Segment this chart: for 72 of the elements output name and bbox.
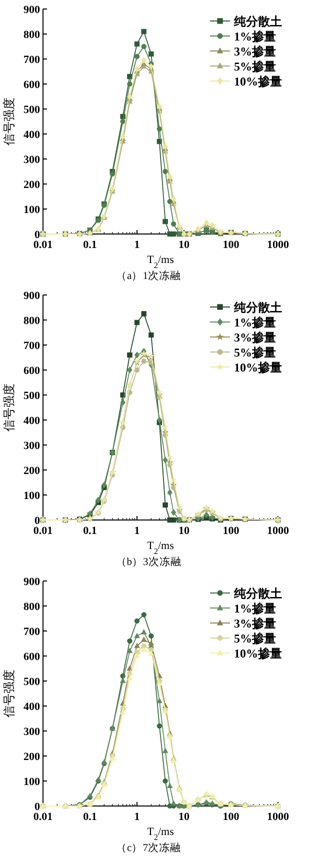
text: （a）1次冻融 <box>116 269 181 282</box>
y-tick-label: 700 <box>24 626 40 638</box>
y-tick-label: 900 <box>24 4 40 16</box>
x-axis-title: T$_{2}$/ms <box>147 254 174 270</box>
legend-label: 纯分散土 <box>233 586 282 600</box>
x-tick-label: 1 <box>134 811 140 823</box>
y-tick-label: 700 <box>24 54 40 66</box>
legend-label: 10%掺量 <box>234 74 282 88</box>
legend-label: 3%掺量 <box>234 44 276 58</box>
y-tick-label: 600 <box>24 365 40 377</box>
legend-label: 5%掺量 <box>234 346 276 360</box>
x-tick-label: 1 <box>134 525 140 537</box>
x-tick-label: 10 <box>178 525 190 537</box>
x-tick-label: 0.01 <box>33 239 53 251</box>
x-tick-label: 1000 <box>267 811 290 823</box>
y-tick-label: 300 <box>24 440 40 452</box>
y-tick-label: 300 <box>24 154 40 166</box>
legend-label: 1%掺量 <box>234 316 276 330</box>
y-axis-title: 信号强度 <box>2 670 16 718</box>
y-tick-label: 700 <box>24 340 40 352</box>
text: （b）3次冻融 <box>116 555 182 568</box>
x-tick-label: 100 <box>222 525 240 537</box>
legend-label: 10%掺量 <box>234 360 282 374</box>
y-tick-label: 200 <box>24 751 40 763</box>
y-tick-label: 100 <box>24 204 40 216</box>
y-tick-label: 400 <box>24 129 40 141</box>
x-tick-label: 10 <box>178 239 190 251</box>
legend-label: 5%掺量 <box>234 60 276 74</box>
legend-label: 5%掺量 <box>234 632 276 646</box>
x-tick-label: 100 <box>222 811 240 823</box>
y-tick-label: 200 <box>24 465 40 477</box>
y-tick-label: 400 <box>24 415 40 427</box>
y-axis-title: 信号强度 <box>2 98 16 146</box>
legend-label: 10%掺量 <box>234 646 282 660</box>
x-tick-label: 100 <box>222 239 240 251</box>
y-tick-label: 100 <box>24 490 40 502</box>
x-tick-label: 0.01 <box>33 811 53 823</box>
y-tick-label: 500 <box>24 676 40 688</box>
y-tick-label: 0 <box>34 515 40 527</box>
legend-label: 1%掺量 <box>234 30 276 44</box>
y-tick-label: 300 <box>24 726 40 738</box>
y-tick-label: 800 <box>24 29 40 41</box>
x-tick-label: 1000 <box>267 239 290 251</box>
legend-label: 3%掺量 <box>234 616 276 630</box>
y-tick-label: 800 <box>24 315 40 327</box>
x-tick-label: 0.1 <box>83 239 97 251</box>
y-tick-label: 800 <box>24 601 40 613</box>
x-tick-label: 1000 <box>267 525 290 537</box>
text: （c）7次冻融 <box>116 841 181 854</box>
legend-label: 1%掺量 <box>234 602 276 616</box>
x-tick-label: 0.1 <box>83 811 97 823</box>
y-tick-label: 0 <box>34 801 40 813</box>
y-tick-label: 0 <box>34 229 40 241</box>
x-axis-title: T$_{2}$/ms <box>147 540 174 556</box>
x-axis-title: T$_{2}$/ms <box>147 826 174 842</box>
x-tick-label: 0.1 <box>83 525 97 537</box>
y-axis-title: 信号强度 <box>2 384 16 432</box>
y-tick-label: 200 <box>24 179 40 191</box>
x-tick-label: 1 <box>134 239 140 251</box>
x-tick-label: 10 <box>178 811 190 823</box>
y-tick-label: 600 <box>24 651 40 663</box>
x-tick-label: 0.01 <box>33 525 53 537</box>
legend-label: 纯分散土 <box>233 300 282 314</box>
y-tick-label: 400 <box>24 701 40 713</box>
legend-label: 纯分散土 <box>233 14 282 28</box>
y-tick-label: 900 <box>24 290 40 302</box>
y-tick-label: 100 <box>24 776 40 788</box>
legend-label: 3%掺量 <box>234 330 276 344</box>
y-tick-label: 500 <box>24 104 40 116</box>
y-tick-label: 900 <box>24 576 40 588</box>
y-tick-label: 600 <box>24 79 40 91</box>
y-tick-label: 500 <box>24 390 40 402</box>
